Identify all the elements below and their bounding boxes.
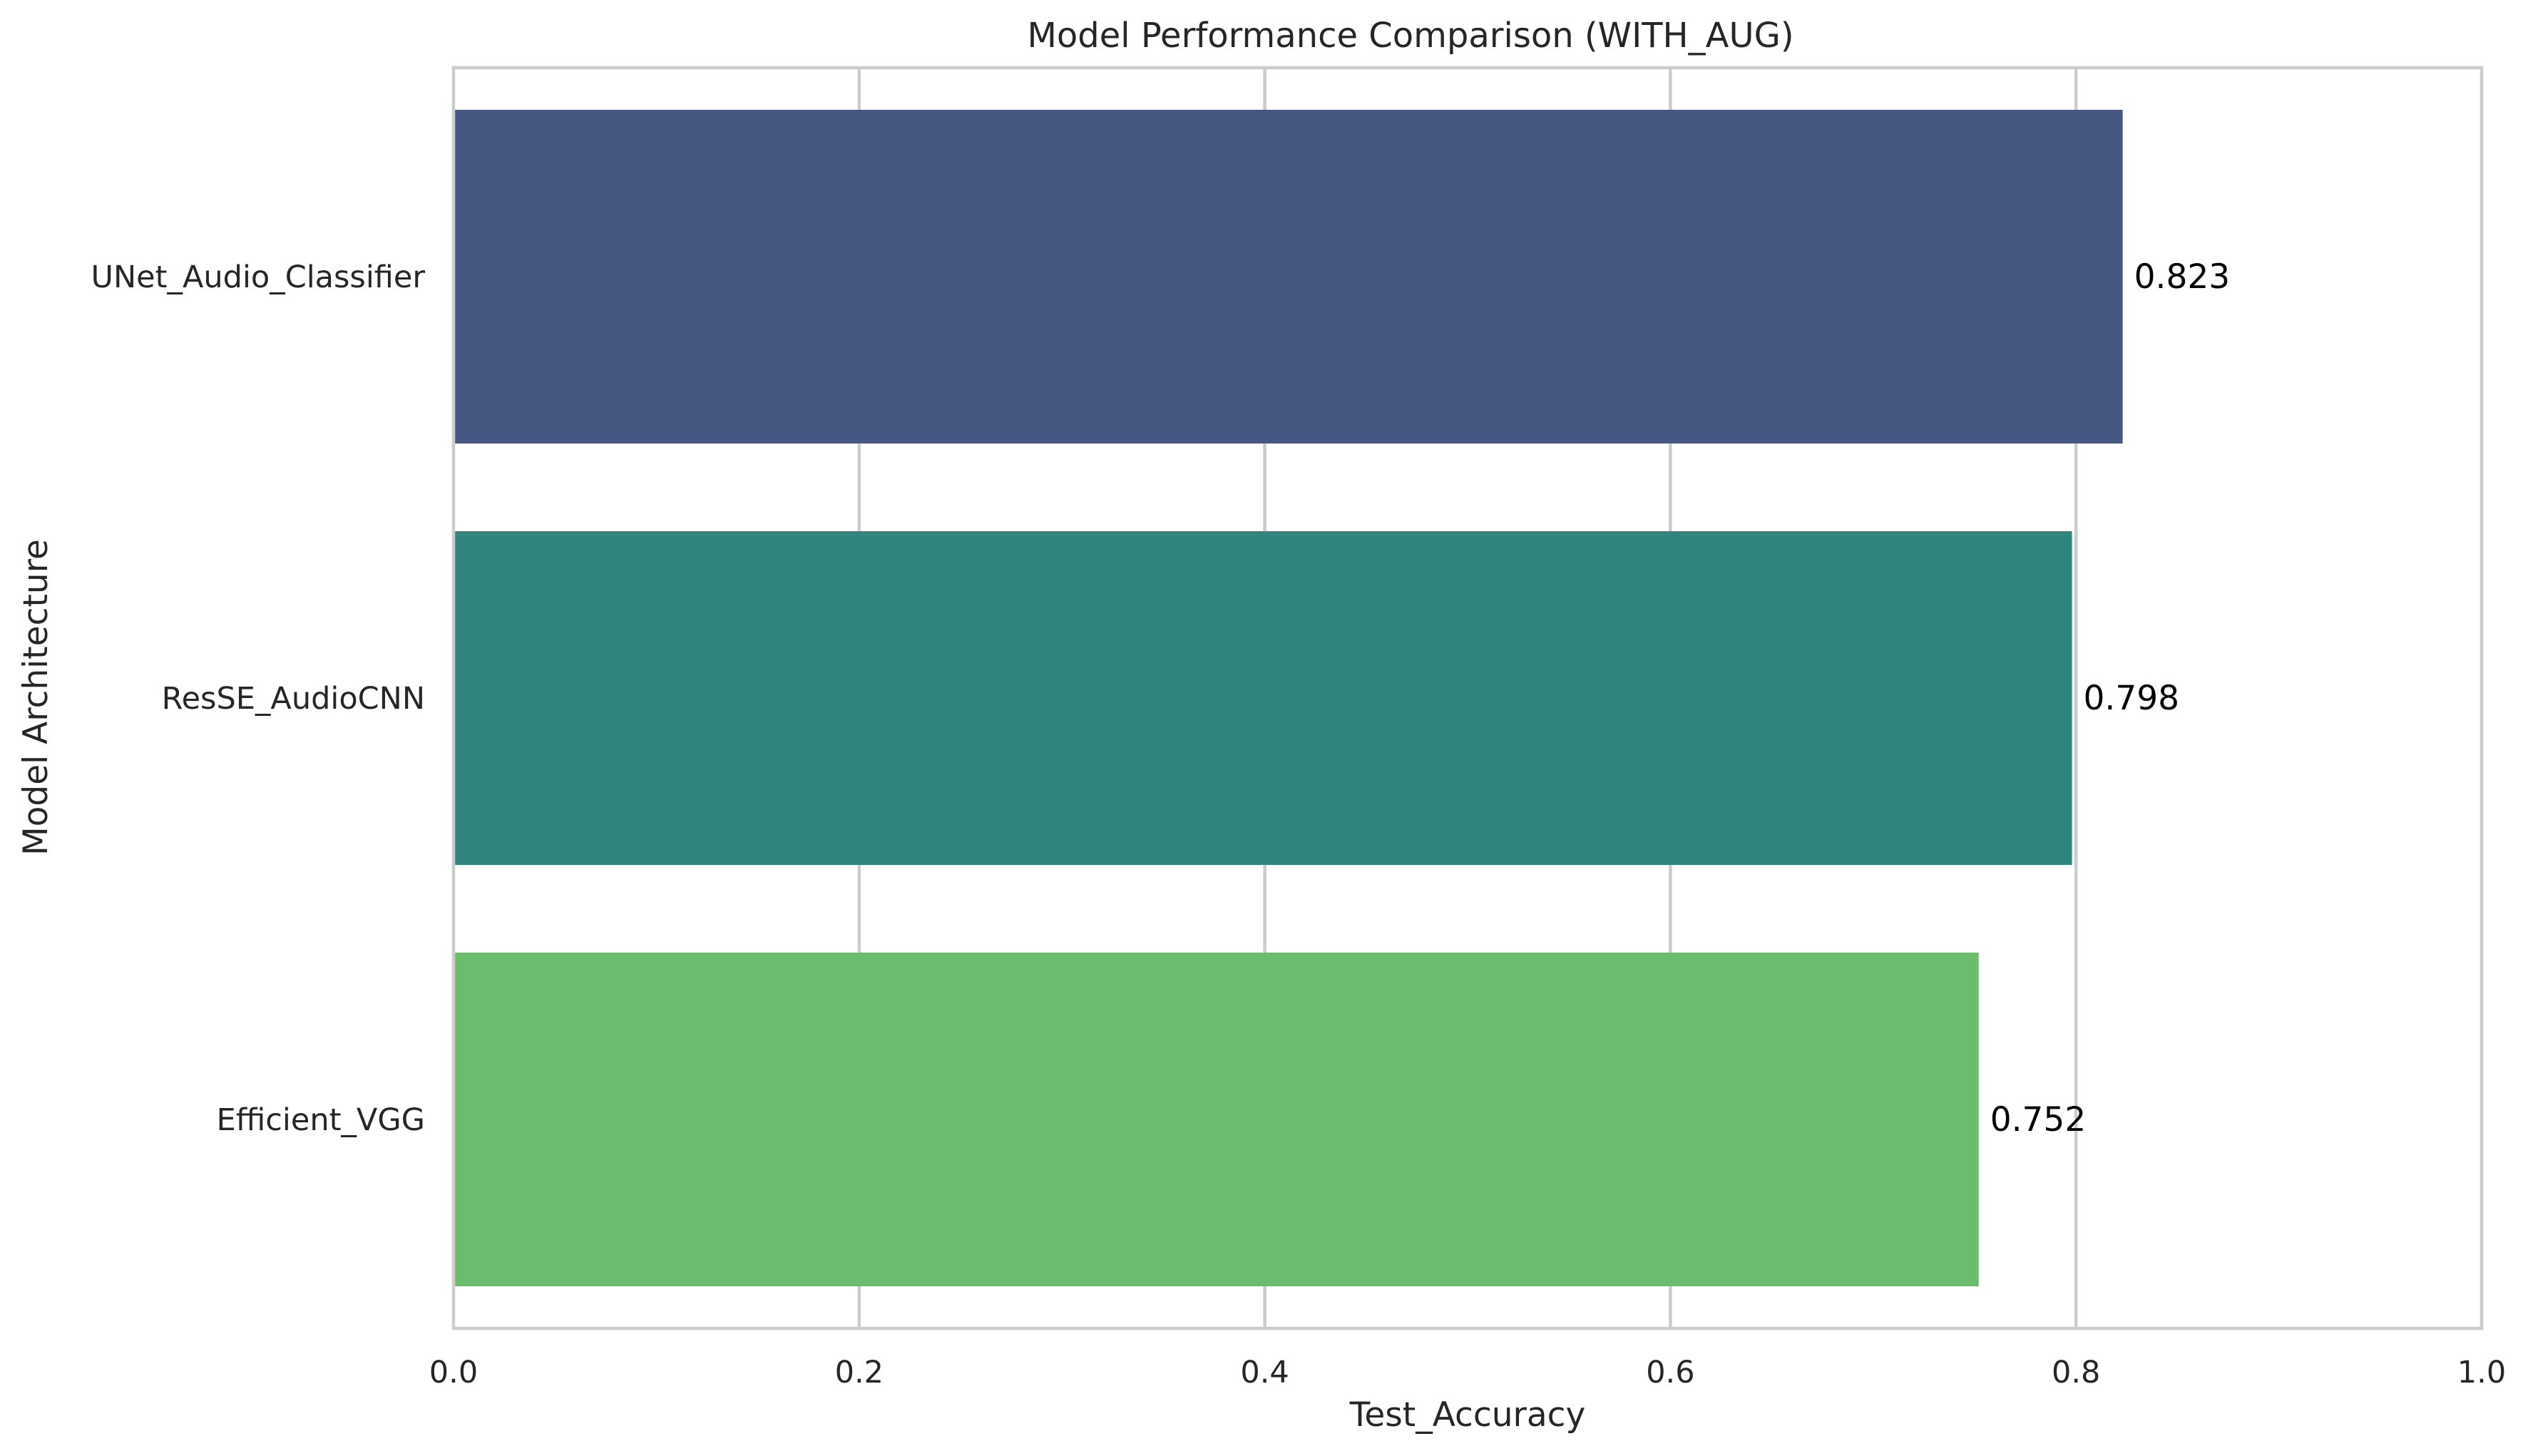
x-tick-labels: 0.0 0.2 0.4 0.6 0.8 1.0 [429,1355,2506,1390]
y-tick-label: Efficient_VGG [217,1102,425,1138]
y-tick-label: UNet_Audio_Classifier [91,260,426,295]
y-tick-label: ResSE_AudioCNN [162,681,425,717]
y-tick-labels: UNet_Audio_Classifier ResSE_AudioCNN Effic… [91,260,426,1138]
bar-value-label: 0.752 [1990,1100,2087,1139]
bar-value-labels: 0.823 0.798 0.752 [1990,257,2230,1139]
bar-value-label: 0.823 [2134,257,2231,297]
chart-title: Model Performance Comparison (WITH_AUG) [1027,16,1793,56]
bars [454,110,2123,1286]
x-tick-label: 1.0 [2457,1355,2506,1390]
bar-efficient-vgg [454,953,1979,1286]
bar-value-label: 0.798 [2084,679,2180,718]
x-axis-label: Test_Accuracy [1349,1395,1586,1435]
x-tick-label: 0.8 [2052,1355,2100,1390]
x-tick-label: 0.2 [835,1355,884,1390]
bar-resse-audiocnn [454,531,2072,865]
y-axis-label: Model Architecture [16,539,56,856]
plot-frame [451,66,2484,1331]
bar-unet-audio-classifier [454,110,2123,444]
x-tick-label: 0.6 [1646,1355,1694,1390]
x-tick-label: 0.0 [429,1355,478,1390]
x-tick-label: 0.4 [1240,1355,1289,1390]
